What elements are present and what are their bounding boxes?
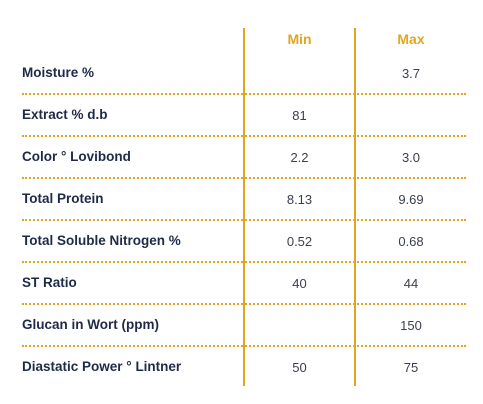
row-min-value: 40: [292, 276, 307, 291]
header-min: Min: [287, 31, 312, 47]
row-label: Total Protein: [22, 191, 104, 206]
row-label: Total Soluble Nitrogen %: [22, 233, 181, 248]
row-separator: [22, 261, 466, 263]
row-separator: [22, 135, 466, 137]
table-row: Total Soluble Nitrogen % 0.52 0.68: [22, 221, 466, 263]
row-min-value: 81: [292, 108, 307, 123]
table-row: Diastatic Power ° Lintner 50 75: [22, 347, 466, 389]
row-min-value: 50: [292, 360, 307, 375]
row-separator: [22, 93, 466, 95]
row-separator: [22, 219, 466, 221]
table-row: Total Protein 8.13 9.69: [22, 179, 466, 221]
row-label: ST Ratio: [22, 275, 77, 290]
table-row: Extract % d.b 81: [22, 95, 466, 137]
row-max-value: 3.0: [401, 150, 421, 165]
row-max-value: 75: [403, 360, 419, 375]
table-row: ST Ratio 40 44: [22, 263, 466, 305]
min-column-divider: [243, 28, 245, 386]
row-max-value: 150: [400, 318, 422, 333]
table-row: Glucan in Wort (ppm) 150: [22, 305, 466, 347]
header-max: Max: [397, 31, 425, 47]
table-row: Moisture % 3.7: [22, 53, 466, 95]
row-label: Color ° Lovibond: [22, 149, 131, 164]
row-separator: [22, 345, 466, 347]
row-separator: [22, 303, 466, 305]
row-separator: [22, 177, 466, 179]
row-label: Extract % d.b: [22, 107, 108, 122]
row-min-value: 0.52: [286, 234, 313, 249]
max-column-divider: [354, 28, 356, 386]
row-max-value: 0.68: [398, 234, 424, 249]
row-min-value: 8.13: [286, 192, 313, 207]
row-label: Moisture %: [22, 65, 95, 80]
row-label: Diastatic Power ° Lintner: [22, 359, 182, 374]
row-max-value: 9.69: [398, 192, 424, 207]
row-max-value: 44: [403, 276, 419, 291]
row-max-value: 3.7: [401, 66, 421, 81]
table-row: Color ° Lovibond 2.2 3.0: [22, 137, 466, 179]
row-label: Glucan in Wort (ppm): [22, 317, 159, 332]
row-min-value: 2.2: [290, 150, 309, 165]
